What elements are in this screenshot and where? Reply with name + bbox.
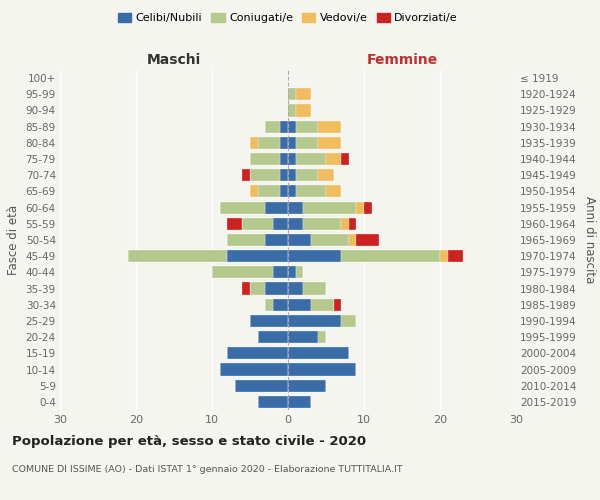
Bar: [288, 104, 296, 117]
Bar: [250, 169, 280, 181]
Bar: [288, 88, 296, 101]
Bar: [288, 202, 303, 213]
Bar: [341, 250, 440, 262]
Bar: [288, 137, 296, 149]
Bar: [257, 396, 288, 408]
Legend: Celibi/Nubili, Coniugati/e, Vedovi/e, Divorziati/e: Celibi/Nubili, Coniugati/e, Vedovi/e, Di…: [113, 8, 463, 28]
Bar: [280, 153, 288, 165]
Bar: [265, 120, 280, 132]
Bar: [288, 348, 349, 360]
Bar: [212, 266, 273, 278]
Bar: [265, 234, 288, 246]
Bar: [349, 218, 356, 230]
Bar: [250, 282, 265, 294]
Bar: [242, 218, 273, 230]
Bar: [303, 218, 341, 230]
Bar: [227, 218, 242, 230]
Bar: [288, 282, 303, 294]
Bar: [227, 348, 288, 360]
Bar: [265, 298, 273, 311]
Bar: [296, 88, 311, 101]
Bar: [265, 202, 288, 213]
Bar: [288, 396, 311, 408]
Bar: [288, 250, 341, 262]
Text: COMUNE DI ISSIME (AO) - Dati ISTAT 1° gennaio 2020 - Elaborazione TUTTITALIA.IT: COMUNE DI ISSIME (AO) - Dati ISTAT 1° ge…: [12, 465, 403, 474]
Bar: [296, 186, 326, 198]
Bar: [319, 331, 326, 343]
Bar: [288, 331, 319, 343]
Bar: [356, 234, 379, 246]
Bar: [128, 250, 227, 262]
Bar: [303, 202, 356, 213]
Bar: [288, 153, 296, 165]
Bar: [356, 202, 364, 213]
Bar: [235, 380, 288, 392]
Y-axis label: Anni di nascita: Anni di nascita: [583, 196, 596, 284]
Bar: [273, 218, 288, 230]
Bar: [280, 120, 288, 132]
Bar: [288, 298, 311, 311]
Bar: [220, 202, 265, 213]
Bar: [227, 234, 265, 246]
Bar: [334, 298, 341, 311]
Bar: [326, 153, 341, 165]
Bar: [257, 186, 280, 198]
Bar: [341, 153, 349, 165]
Bar: [296, 153, 326, 165]
Bar: [280, 186, 288, 198]
Bar: [319, 137, 341, 149]
Bar: [220, 364, 288, 376]
Bar: [242, 282, 250, 294]
Bar: [341, 218, 349, 230]
Bar: [288, 234, 311, 246]
Bar: [364, 202, 371, 213]
Bar: [257, 331, 288, 343]
Text: Femmine: Femmine: [367, 54, 437, 68]
Bar: [288, 169, 296, 181]
Bar: [250, 186, 257, 198]
Bar: [319, 120, 341, 132]
Bar: [288, 218, 303, 230]
Bar: [288, 120, 296, 132]
Bar: [250, 137, 257, 149]
Bar: [440, 250, 448, 262]
Bar: [296, 137, 319, 149]
Bar: [303, 282, 326, 294]
Bar: [288, 380, 326, 392]
Text: Maschi: Maschi: [147, 54, 201, 68]
Bar: [288, 266, 296, 278]
Bar: [326, 186, 341, 198]
Bar: [242, 169, 250, 181]
Bar: [296, 169, 319, 181]
Bar: [250, 315, 288, 327]
Bar: [273, 266, 288, 278]
Bar: [280, 137, 288, 149]
Bar: [265, 282, 288, 294]
Bar: [448, 250, 463, 262]
Bar: [296, 104, 311, 117]
Bar: [273, 298, 288, 311]
Bar: [280, 169, 288, 181]
Bar: [311, 234, 349, 246]
Bar: [311, 298, 334, 311]
Bar: [227, 250, 288, 262]
Text: Popolazione per età, sesso e stato civile - 2020: Popolazione per età, sesso e stato civil…: [12, 435, 366, 448]
Bar: [288, 186, 296, 198]
Y-axis label: Fasce di età: Fasce di età: [7, 205, 20, 275]
Bar: [288, 315, 341, 327]
Bar: [349, 234, 356, 246]
Bar: [319, 169, 334, 181]
Bar: [250, 153, 280, 165]
Bar: [257, 137, 280, 149]
Bar: [296, 266, 303, 278]
Bar: [288, 364, 356, 376]
Bar: [341, 315, 356, 327]
Bar: [296, 120, 319, 132]
